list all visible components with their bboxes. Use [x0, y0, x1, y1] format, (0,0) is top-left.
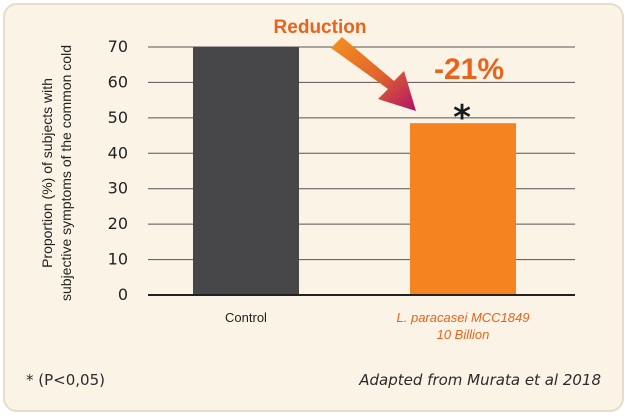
y-label-line-0: Proportion (%) of subjects with: [39, 78, 55, 268]
chart-card: [3, 3, 624, 412]
y-axis-label: Proportion (%) of subjects with subjectiv…: [39, 45, 74, 301]
y-tick-70: 70: [108, 37, 128, 56]
y-tick-labels: 0 10 20 30 40 50 60 70: [108, 37, 128, 304]
significance-star: *: [453, 98, 471, 138]
x-label-1-line-0: L. paracasei MCC1849: [397, 310, 530, 325]
reduction-arrow-icon: [331, 37, 416, 111]
y-tick-50: 50: [108, 108, 128, 127]
x-label-0-line-0: Control: [225, 310, 267, 325]
y-tick-60: 60: [108, 72, 128, 91]
reduction-label: Reduction: [274, 17, 367, 38]
y-tick-10: 10: [108, 250, 128, 269]
change-percent: -21%: [434, 53, 504, 86]
significance-footnote: * (P<0,05): [26, 371, 105, 389]
y-label-line-1: subjective symptoms of the common cold: [58, 45, 74, 301]
bars: [193, 47, 516, 296]
bar-l-paracasei: [410, 123, 516, 296]
bar-control: [193, 47, 299, 295]
x-label-1-line-1: 10 Billion: [437, 327, 490, 342]
y-tick-0: 0: [118, 285, 128, 304]
x-tick-labels: Control L. paracasei MCC1849 10 Billion: [225, 310, 529, 342]
source-citation: Adapted from Murata et al 2018: [359, 371, 601, 389]
y-tick-20: 20: [108, 214, 128, 233]
annotations: Reduction -21% *: [274, 17, 504, 138]
y-tick-40: 40: [108, 143, 128, 162]
y-tick-30: 30: [108, 179, 128, 198]
